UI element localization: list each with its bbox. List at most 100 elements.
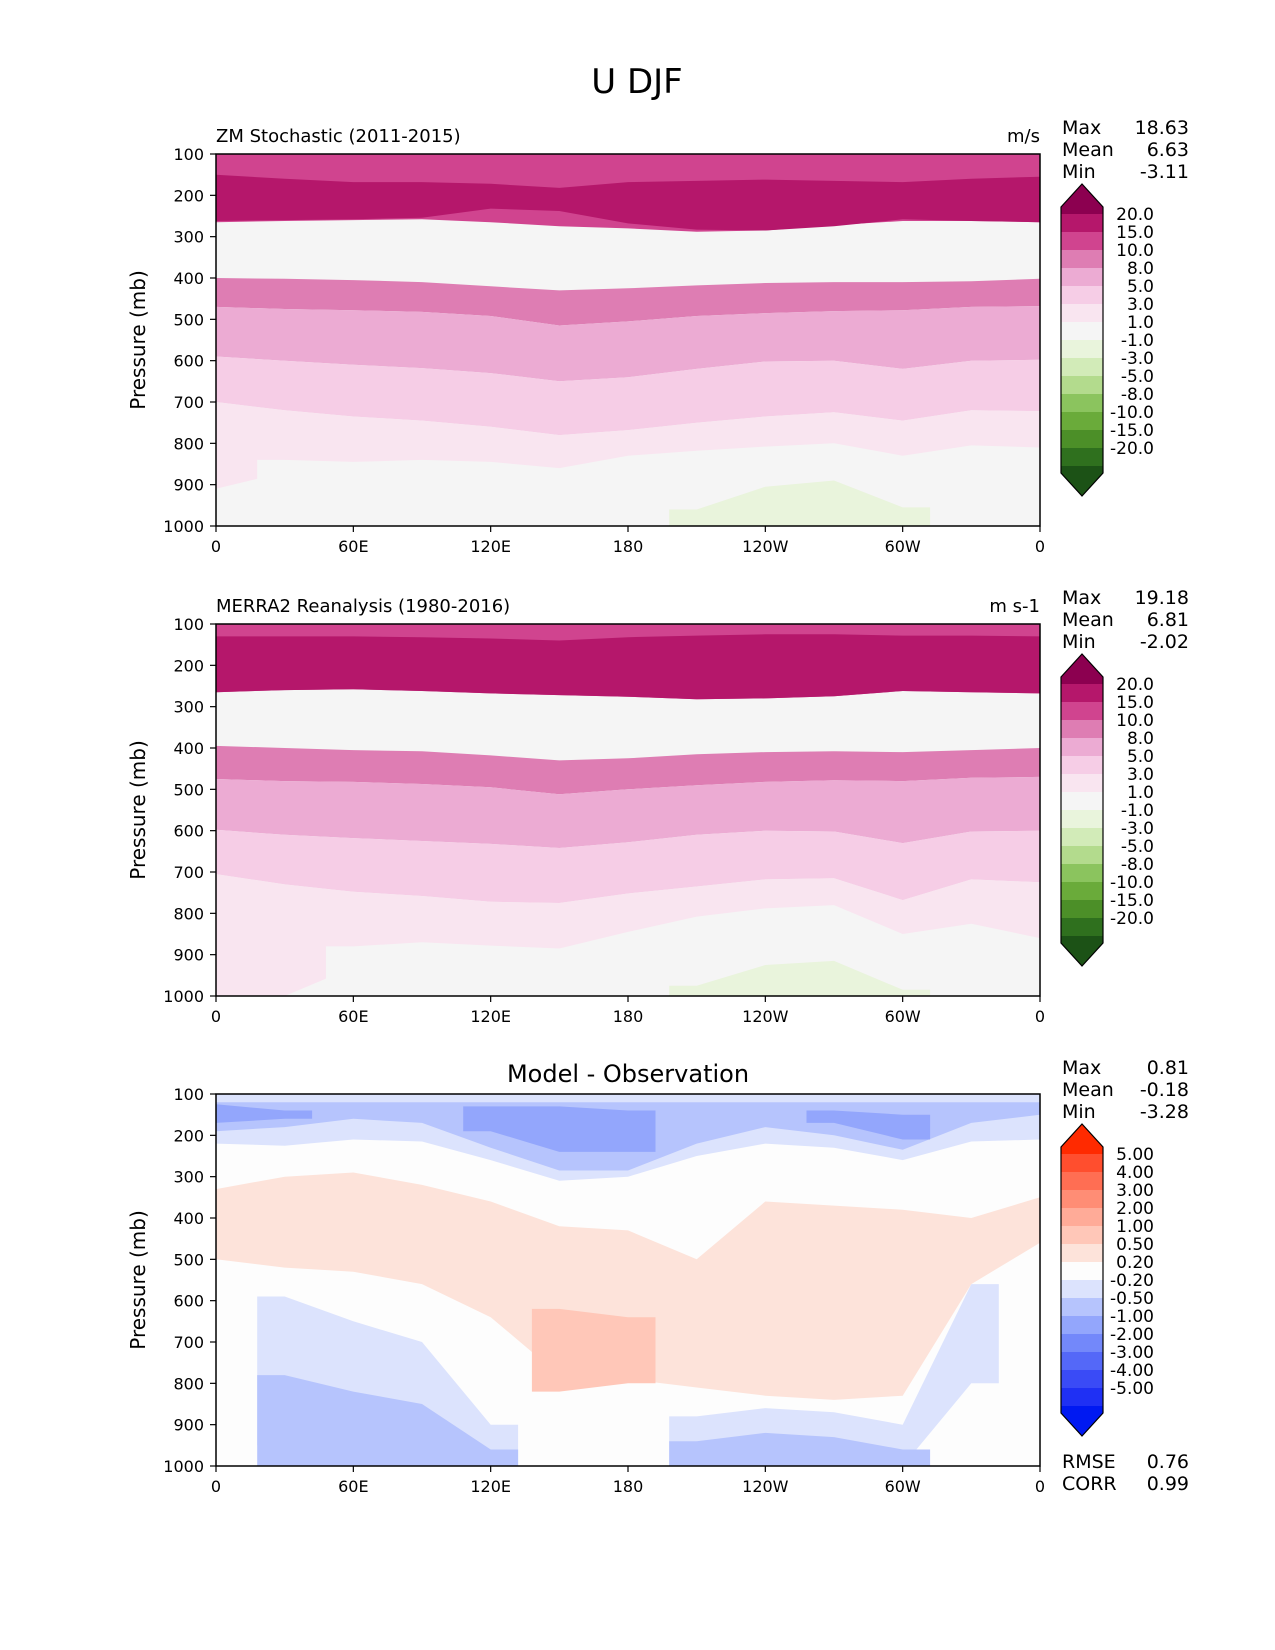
colorbar-level-label: -20.0 xyxy=(1110,439,1154,459)
y-tick-label: 300 xyxy=(173,1168,204,1187)
colorbar-level-label: -8.0 xyxy=(1121,385,1154,405)
colorbar-swatch xyxy=(1061,792,1103,810)
colorbar-swatch xyxy=(1061,232,1103,250)
colorbar-swatch xyxy=(1061,1262,1103,1280)
colorbar-swatch xyxy=(1061,1388,1103,1406)
x-tick-label: 120E xyxy=(470,537,511,556)
contour-band xyxy=(669,1284,999,1466)
y-tick-label: 600 xyxy=(173,1292,204,1311)
x-tick-label: 120W xyxy=(742,1477,789,1496)
colorbar-level-label: 5.00 xyxy=(1116,1145,1154,1165)
x-tick-label: 0 xyxy=(1035,537,1045,556)
colorbar-level-label: -10.0 xyxy=(1110,873,1154,893)
colorbar-level-label: 1.0 xyxy=(1127,313,1154,333)
colorbar-level-label: -0.20 xyxy=(1110,1271,1154,1291)
x-tick-label: 0 xyxy=(1035,1477,1045,1496)
contour-band xyxy=(216,634,1040,700)
contour-field xyxy=(216,1094,1040,1466)
contour-band xyxy=(216,402,1040,489)
colorbar-swatch xyxy=(1061,1316,1103,1334)
stat-label: Max xyxy=(1062,117,1101,139)
x-tick-label: 60E xyxy=(338,537,368,556)
y-tick-label: 800 xyxy=(173,904,204,923)
y-tick-label: 700 xyxy=(173,393,204,412)
panel-title: MERRA2 Reanalysis (1980-2016) xyxy=(216,596,510,617)
x-tick-label: 0 xyxy=(211,1007,221,1026)
colorbar-level-label: -10.0 xyxy=(1110,403,1154,423)
colorbar-swatch xyxy=(1061,702,1103,720)
colorbar-swatch xyxy=(1061,358,1103,376)
contour-band xyxy=(669,480,931,526)
y-tick-label: 900 xyxy=(173,946,204,965)
colorbar-level-label: 5.0 xyxy=(1127,747,1154,767)
contour-band xyxy=(531,1308,656,1392)
colorbar-swatch xyxy=(1061,250,1103,268)
stat-value: 0.81 xyxy=(1147,1057,1189,1079)
contour-band xyxy=(669,1432,931,1466)
colorbar-swatch xyxy=(1061,1334,1103,1352)
colorbar: 20.015.010.08.05.03.01.0-1.0-3.0-5.0-8.0… xyxy=(1060,653,1154,967)
y-tick-label: 100 xyxy=(173,145,204,164)
colorbar-swatch xyxy=(1061,774,1103,792)
colorbar-swatch xyxy=(1061,756,1103,774)
colorbar-outline xyxy=(1060,653,1104,967)
colorbar-level-label: 15.0 xyxy=(1116,693,1154,713)
colorbar-level-label: -5.00 xyxy=(1110,1379,1154,1399)
metric-value: 0.76 xyxy=(1147,1451,1189,1473)
colorbar-level-label: 2.00 xyxy=(1116,1199,1154,1219)
panel-3: 100 200 300 400 500 600 700 800 900 1000 0 60E 120E 1… xyxy=(126,1057,1189,1496)
colorbar-swatch xyxy=(1061,738,1103,756)
colorbar-swatch xyxy=(1061,322,1103,340)
metric-value: 0.99 xyxy=(1147,1473,1189,1495)
colorbar-level-label: 3.0 xyxy=(1127,765,1154,785)
contour-band xyxy=(216,745,1040,795)
stat-label: Mean xyxy=(1062,1079,1114,1101)
stat-value: 19.18 xyxy=(1135,587,1189,609)
metric-label: CORR xyxy=(1062,1473,1117,1495)
x-tick-label: 120E xyxy=(470,1477,511,1496)
y-tick-label: 600 xyxy=(173,352,204,371)
colorbar-level-label: -15.0 xyxy=(1110,891,1154,911)
contour-band xyxy=(216,174,1040,231)
x-tick-label: 120W xyxy=(742,537,789,556)
y-tick-label: 400 xyxy=(173,269,204,288)
stat-label: Min xyxy=(1062,161,1096,183)
stat-value: -3.11 xyxy=(1140,161,1189,183)
colorbar-level-label: -20.0 xyxy=(1110,909,1154,929)
colorbar-swatch xyxy=(1061,828,1103,846)
x-tick-label: 0 xyxy=(211,537,221,556)
colorbar-swatch xyxy=(1061,304,1103,322)
colorbar-level-label: 4.00 xyxy=(1116,1163,1154,1183)
y-tick-label: 900 xyxy=(173,1416,204,1435)
colorbar-swatch xyxy=(1061,720,1103,738)
contour-band xyxy=(216,1104,313,1123)
colorbar-outline xyxy=(1060,1123,1104,1437)
colorbar-level-label: -4.00 xyxy=(1110,1361,1154,1381)
metric-label: RMSE xyxy=(1062,1451,1116,1473)
stat-value: -2.02 xyxy=(1140,631,1189,653)
colorbar: 5.004.003.002.001.000.500.20-0.20-0.50-1… xyxy=(1060,1123,1154,1437)
stat-label: Mean xyxy=(1062,609,1114,631)
colorbar-level-label: 0.50 xyxy=(1116,1235,1154,1255)
y-tick-label: 700 xyxy=(173,1333,204,1352)
colorbar: 20.015.010.08.05.03.01.0-1.0-3.0-5.0-8.0… xyxy=(1060,183,1154,497)
colorbar-level-label: 8.0 xyxy=(1127,729,1154,749)
y-tick-label: 1000 xyxy=(163,517,204,536)
colorbar-level-label: 5.0 xyxy=(1127,277,1154,297)
colorbar-extend-top xyxy=(1061,654,1103,684)
colorbar-swatch xyxy=(1061,1208,1103,1226)
x-tick-label: 120W xyxy=(742,1007,789,1026)
stat-value: 6.63 xyxy=(1147,139,1189,161)
stat-label: Max xyxy=(1062,1057,1101,1079)
colorbar-swatch xyxy=(1061,1352,1103,1370)
colorbar-level-label: -5.0 xyxy=(1121,367,1154,387)
y-tick-label: 800 xyxy=(173,434,204,453)
panel-1: 100 200 300 400 500 600 700 800 900 1000 0 60E 120E 1… xyxy=(126,117,1189,556)
y-tick-label: 100 xyxy=(173,1085,204,1104)
contour-band xyxy=(806,1110,931,1140)
stat-value: -0.18 xyxy=(1140,1079,1189,1101)
panel-2: 100 200 300 400 500 600 700 800 900 1000 0 60E 120E 1… xyxy=(126,587,1189,1026)
colorbar-swatch xyxy=(1061,882,1103,900)
contour-band xyxy=(216,278,1040,326)
y-tick-label: 300 xyxy=(173,228,204,247)
